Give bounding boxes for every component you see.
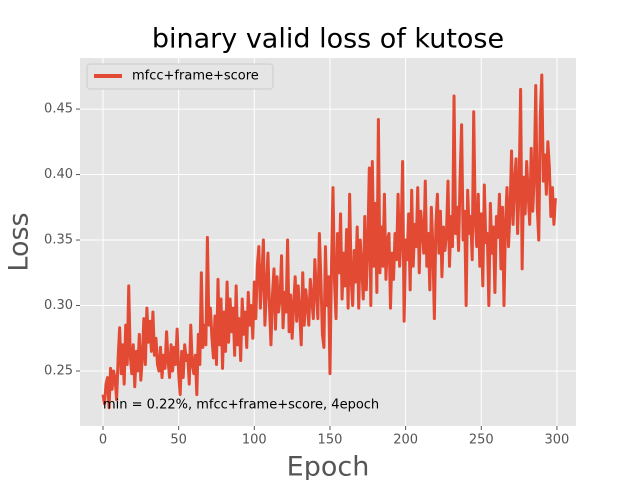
x-tick-label: 100 xyxy=(242,433,267,448)
x-tick-label: 300 xyxy=(545,433,570,448)
y-tick-label: 0.40 xyxy=(44,167,73,182)
x-tick-label: 200 xyxy=(393,433,418,448)
plot xyxy=(101,73,557,410)
y-tick-label: 0.25 xyxy=(44,363,73,378)
x-tick-label: 250 xyxy=(469,433,494,448)
x-tick-label: 150 xyxy=(318,433,343,448)
legend: mfcc+frame+score xyxy=(86,63,274,90)
x-tick-label: 0 xyxy=(99,433,107,448)
y-axis-label: Loss xyxy=(4,212,35,271)
x-tick-label: 50 xyxy=(170,433,187,448)
data-line xyxy=(101,73,557,410)
annotation: min = 0.22%, mfcc+frame+score, 4epoch xyxy=(103,398,379,413)
y-tick-label: 0.45 xyxy=(44,102,73,117)
y-tick-label: 0.30 xyxy=(44,298,73,313)
legend-box xyxy=(86,63,274,90)
chart-title: binary valid loss of kutose xyxy=(152,24,504,55)
y-tick-label: 0.35 xyxy=(44,233,73,248)
legend-label: mfcc+frame+score xyxy=(132,69,259,84)
x-axis-label: Epoch xyxy=(287,452,370,480)
